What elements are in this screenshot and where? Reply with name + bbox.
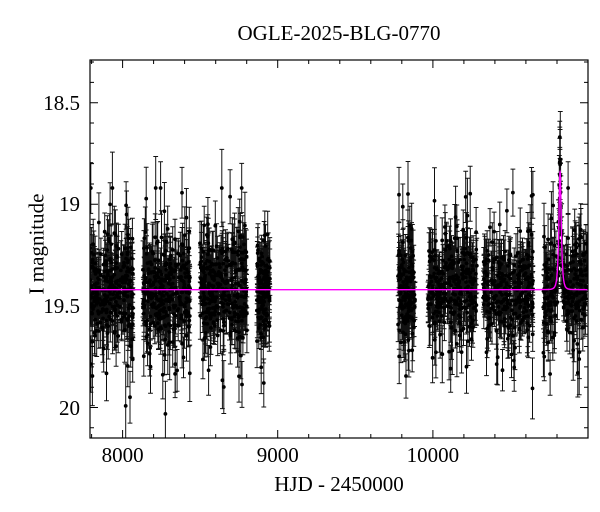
- x-tick-label: 10000: [406, 443, 460, 467]
- x-axis-label: HJD - 2450000: [274, 472, 404, 496]
- y-tick-label: 18.5: [43, 90, 80, 115]
- data-points-path: [90, 135, 588, 416]
- y-tick-label: 20: [59, 395, 80, 420]
- chart-title: OGLE-2025-BLG-0770: [237, 21, 441, 45]
- axis-frame: [89, 59, 589, 439]
- x-tick-label: 8000: [101, 443, 144, 467]
- model-curve-path: [90, 169, 588, 291]
- y-tick-label: 19: [59, 192, 80, 217]
- x-tick-label: 9000: [256, 443, 299, 467]
- y-tick-label: 19.5: [43, 293, 80, 318]
- tick-marks-path: [90, 60, 588, 438]
